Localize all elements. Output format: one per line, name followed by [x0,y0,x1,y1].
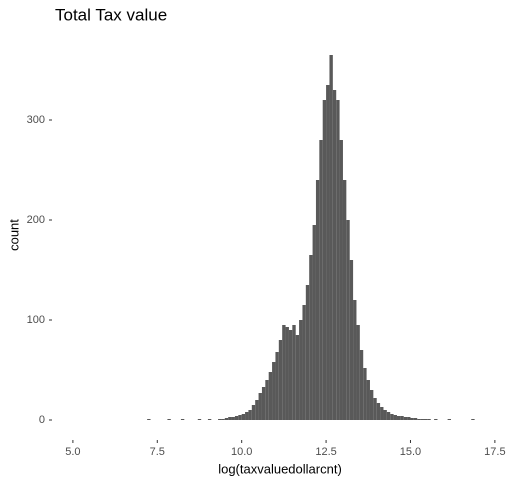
bar [400,416,404,420]
bar [251,405,256,420]
bar [278,340,283,420]
bar [420,419,424,420]
bar [363,368,367,420]
bar [207,419,212,420]
bar [326,85,330,420]
bar [373,398,377,420]
x-tick-label: 15.0 [400,446,421,458]
bar [319,140,323,420]
bar [265,380,269,420]
bar [218,419,222,420]
bar [356,325,360,420]
bar [228,417,232,420]
bar [258,393,262,420]
bar [224,418,229,420]
bar [302,305,306,420]
bar [197,419,202,420]
bar [255,400,259,420]
y-tick-label: 300 [27,114,45,126]
bar [329,55,333,420]
bar [403,417,408,420]
bar [167,419,171,420]
bar [390,414,394,420]
bar [241,414,246,420]
y-tick-label: 100 [27,314,45,326]
y-tick-label: 0 [39,414,45,426]
bar [221,419,225,420]
bar [423,419,428,420]
bar [434,419,438,420]
bar [342,180,347,420]
bar [295,335,300,420]
bar [339,140,343,420]
y-tick-label: 200 [27,214,45,226]
bar [272,362,276,420]
bar [369,390,374,420]
bar [349,260,354,420]
bar [410,418,414,420]
bar [386,412,391,420]
bar [336,100,340,420]
x-tick-label: 10.0 [231,446,252,458]
bar [305,285,310,420]
bar [447,419,451,420]
bar [180,419,185,420]
bar [245,412,249,420]
bar [299,320,303,420]
bar [261,387,266,420]
bar [332,90,337,420]
bar [147,419,151,420]
bar [376,403,381,420]
bar [383,410,387,420]
bar [315,180,320,420]
bar [309,255,313,420]
y-axis-title: count [6,219,21,251]
bar [346,220,350,420]
bar [380,407,384,420]
bar [268,372,273,420]
bar [231,417,235,420]
bar [393,415,397,420]
bar [322,100,327,420]
bar [471,419,475,420]
bar [275,352,279,420]
bar [359,350,364,420]
x-tick-label: 12.5 [315,446,336,458]
bar [396,416,401,420]
bar [248,410,252,420]
x-tick-label: 5.0 [65,446,80,458]
bar [312,225,316,420]
bar [292,325,296,420]
bar [427,419,431,420]
bar [238,415,242,420]
bar [417,419,421,420]
x-axis-title: log(taxvaluedollarcnt) [218,461,342,476]
bar [288,330,293,420]
bar [407,417,411,420]
bar [234,416,239,420]
bar [366,380,370,420]
chart-title: Total Tax value [55,5,167,24]
bar [282,325,286,420]
bar [285,327,289,420]
bar [353,300,357,420]
x-tick-label: 7.5 [150,446,165,458]
x-tick-label: 17.5 [484,446,505,458]
bar [413,418,418,420]
